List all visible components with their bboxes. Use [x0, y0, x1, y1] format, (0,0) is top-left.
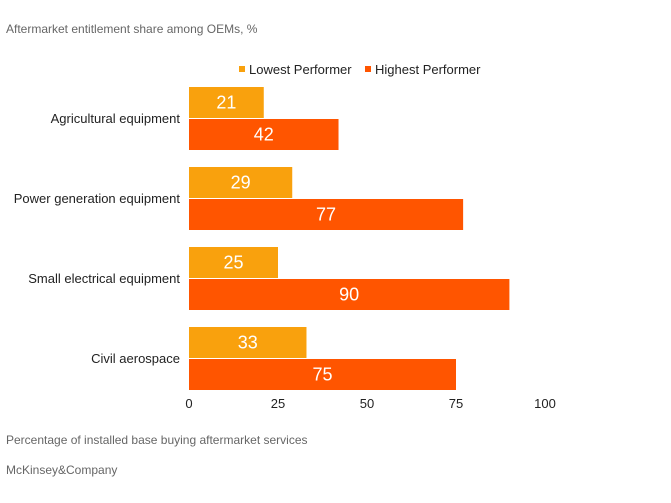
x-axis-label: Percentage of installed base buying afte…	[6, 433, 308, 447]
x-tick-50: 50	[360, 396, 374, 411]
category-label-civil-aerospace: Civil aerospace	[91, 351, 180, 366]
bar-civil-aerospace-lowest-performer	[189, 327, 307, 358]
chart-legend: Lowest Performer Highest Performer	[239, 62, 481, 77]
bar-power-generation-equipment-highest-performer	[189, 199, 464, 230]
bar-power-generation-equipment-lowest-performer	[189, 167, 293, 198]
legend-swatch-lowest-performer	[239, 66, 245, 72]
bar-chart: Lowest Performer Highest Performer 21 42 29…	[14, 62, 556, 411]
x-tick-25: 25	[271, 396, 285, 411]
category-label-small-electrical-equipment: Small electrical equipment	[28, 271, 180, 286]
data-label-civil-aerospace-lowest-performer: 33	[238, 333, 258, 353]
bar-agricultural-equipment-lowest-performer	[189, 87, 264, 118]
category-label-power-generation-equipment: Power generation equipment	[14, 191, 181, 206]
chart-bars: 21 42 29 77 25 90 33 75	[189, 87, 510, 390]
category-label-agricultural-equipment: Agricultural equipment	[51, 111, 181, 126]
data-label-civil-aerospace-highest-performer: 75	[312, 365, 332, 385]
category-labels: Agricultural equipment Power generation e…	[14, 111, 181, 366]
chart-subtitle: Aftermarket entitlement share among OEMs…	[6, 22, 258, 36]
bar-small-electrical-equipment-lowest-performer	[189, 247, 278, 278]
x-tick-0: 0	[185, 396, 192, 411]
data-label-power-generation-equipment-lowest-performer: 29	[231, 173, 251, 193]
bar-civil-aerospace-highest-performer	[189, 359, 456, 390]
bar-agricultural-equipment-highest-performer	[189, 119, 339, 150]
data-label-agricultural-equipment-lowest-performer: 21	[216, 93, 236, 113]
bar-small-electrical-equipment-highest-performer	[189, 279, 510, 310]
x-axis-ticks: 0 25 50 75 100	[185, 396, 555, 411]
x-tick-75: 75	[449, 396, 463, 411]
data-label-small-electrical-equipment-highest-performer: 90	[339, 285, 359, 305]
legend-swatch-highest-performer	[365, 66, 371, 72]
data-label-agricultural-equipment-highest-performer: 42	[254, 125, 274, 145]
source-logo: McKinsey&Company	[6, 463, 118, 477]
legend-label-lowest-performer: Lowest Performer	[249, 62, 352, 77]
data-label-power-generation-equipment-highest-performer: 77	[316, 205, 336, 225]
x-tick-100: 100	[534, 396, 556, 411]
legend-label-highest-performer: Highest Performer	[375, 62, 481, 77]
data-label-small-electrical-equipment-lowest-performer: 25	[223, 253, 243, 273]
